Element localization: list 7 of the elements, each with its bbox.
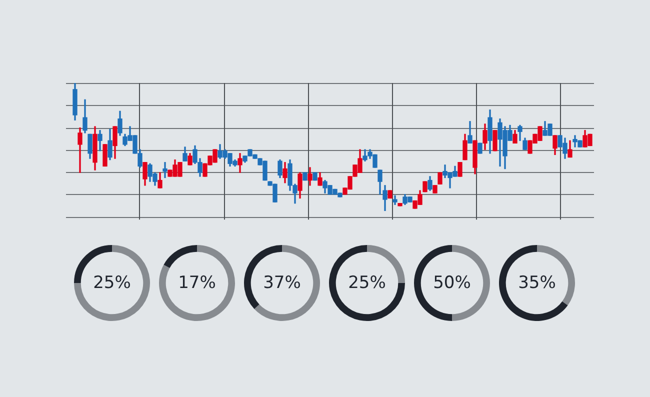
text: 25% (72, 243, 152, 323)
candlestick (162, 162, 168, 178)
text: 37% (262, 272, 302, 295)
text: 50% (432, 272, 472, 295)
text: 35% (517, 272, 557, 295)
text: 17% (157, 243, 237, 323)
text: 25% (327, 243, 407, 323)
